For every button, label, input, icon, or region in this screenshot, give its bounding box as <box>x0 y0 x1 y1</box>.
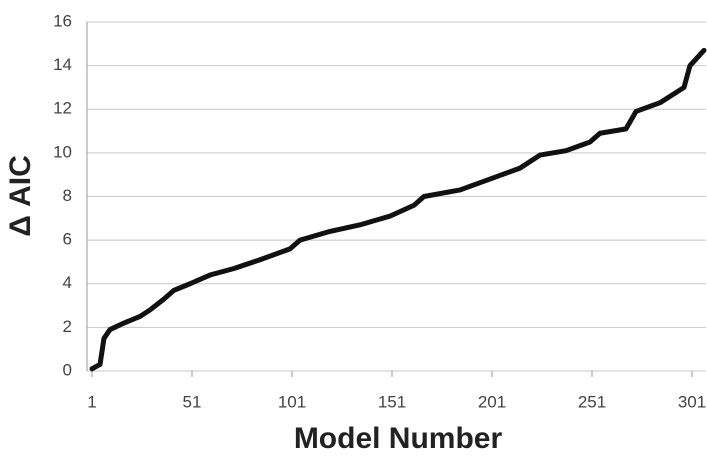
x-tick-label: 101 <box>278 392 306 411</box>
y-tick-label: 14 <box>53 55 72 74</box>
y-tick-label: 8 <box>63 186 72 205</box>
y-tick-label: 0 <box>63 360 72 379</box>
x-axis-title: Model Number <box>294 422 503 455</box>
y-tick-label: 2 <box>63 317 72 336</box>
x-tick-label: 251 <box>578 392 606 411</box>
x-tick-label: 301 <box>678 392 706 411</box>
x-tick-label: 1 <box>87 392 96 411</box>
y-tick-label: 10 <box>53 142 72 161</box>
x-tick-label: 201 <box>478 392 506 411</box>
x-tick-label: 151 <box>378 392 406 411</box>
y-axis-title: Δ AIC <box>4 155 37 237</box>
y-tick-label: 4 <box>63 273 72 292</box>
data-line <box>89 47 707 372</box>
y-tick-label: 6 <box>63 230 72 249</box>
y-tick-label: 16 <box>53 11 72 30</box>
y-tick-label: 12 <box>53 99 72 118</box>
x-tick-label: 51 <box>183 392 202 411</box>
